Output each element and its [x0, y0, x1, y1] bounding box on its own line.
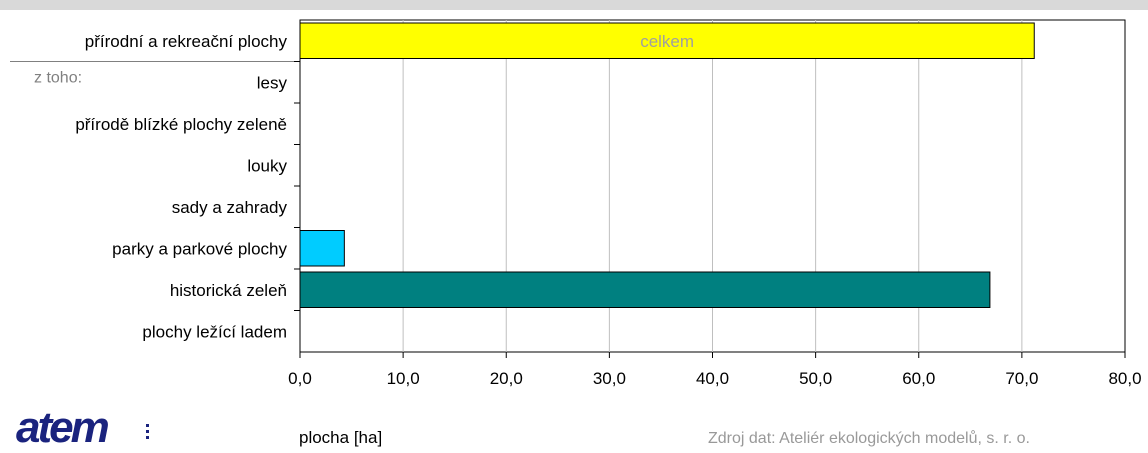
- bar-chart: 0,0 10,0 20,0 30,0 40,0 50,0 60,0 70,0 80,0 příro…: [10, 19, 1142, 388]
- y-category-label: parky a parkové plochy: [112, 239, 287, 258]
- bar: [299, 271, 991, 308]
- x-tick-label: 0,0: [288, 369, 312, 388]
- x-axis-title: plocha [ha]: [299, 428, 383, 447]
- x-tick-label: 80,0: [1108, 369, 1141, 388]
- x-tick-label: 60,0: [902, 369, 935, 388]
- y-category-label: lesy: [257, 73, 288, 92]
- bar-data-label: celkem: [640, 32, 694, 51]
- bar: [299, 230, 345, 267]
- y-category-label: sady a zahrady: [172, 198, 288, 217]
- y-category-label: plochy ležící ladem: [142, 322, 287, 341]
- subgroup-label: z toho:: [34, 69, 82, 86]
- x-tick-label: 40,0: [696, 369, 729, 388]
- y-category-label: louky: [247, 156, 287, 175]
- data-source-note: Zdroj dat: Ateliér ekologických modelů, …: [708, 430, 1030, 447]
- x-tick-label: 20,0: [490, 369, 523, 388]
- bar: [299, 22, 1035, 59]
- atem-logo: atem: [14, 402, 154, 453]
- x-tick-label: 10,0: [387, 369, 420, 388]
- y-category-label: přírodě blízké plochy zeleně: [75, 115, 287, 134]
- x-tick-label: 50,0: [799, 369, 832, 388]
- x-tick-label: 70,0: [1005, 369, 1038, 388]
- y-category-label: historická zeleň: [170, 281, 287, 300]
- y-category-label: přírodní a rekreační plochy: [85, 32, 288, 51]
- x-tick-label: 30,0: [593, 369, 626, 388]
- top-band: [0, 0, 1148, 10]
- logo-text: atem: [16, 403, 109, 448]
